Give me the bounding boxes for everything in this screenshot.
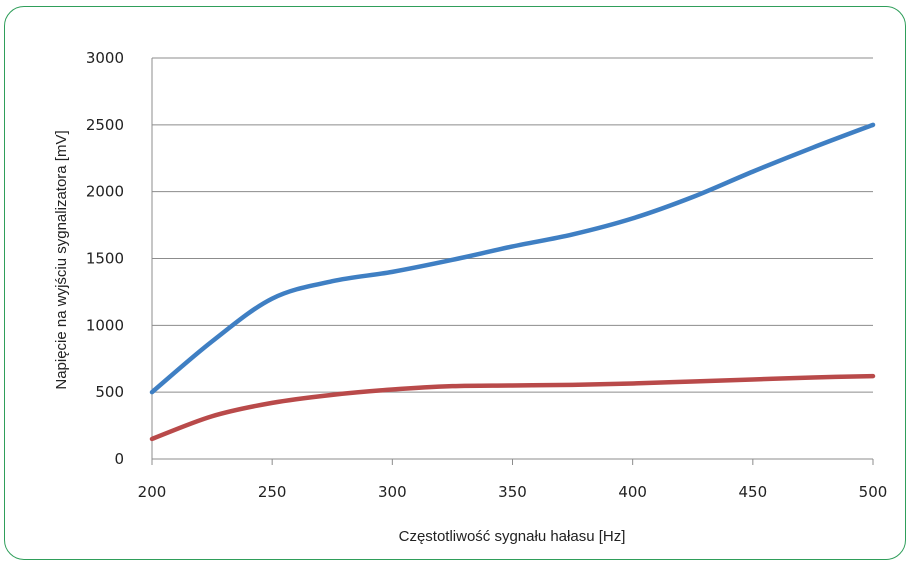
x-axis-label: Częstotliwość sygnału hałasu [Hz] bbox=[399, 528, 626, 545]
x-tick-label: 300 bbox=[378, 483, 407, 501]
x-tick-label: 350 bbox=[498, 483, 527, 501]
y-tick-label: 1500 bbox=[86, 250, 124, 268]
x-tick-label: 450 bbox=[739, 483, 768, 501]
y-tick-label: 0 bbox=[114, 450, 124, 468]
y-tick-label: 500 bbox=[95, 383, 124, 401]
chart-frame bbox=[4, 6, 906, 560]
series-line-2 bbox=[149, 373, 876, 442]
tick-labels: 0 500 1000 1500 2000 2500 3000 200 250 300 350 400 4… bbox=[86, 49, 888, 501]
x-tick-label: 250 bbox=[258, 483, 287, 501]
series-lines bbox=[149, 122, 876, 442]
x-tick-label: 500 bbox=[859, 483, 888, 501]
y-tick-label: 3000 bbox=[86, 49, 124, 67]
y-tick-label: 1000 bbox=[86, 316, 124, 334]
x-tick-label: 200 bbox=[138, 483, 167, 501]
x-tick-label: 400 bbox=[618, 483, 647, 501]
grid-lines bbox=[151, 57, 874, 465]
y-tick-label: 2000 bbox=[86, 183, 124, 201]
y-axis-label: Napięcie na wyjściu sygnalizatora [mV] bbox=[53, 130, 70, 389]
series-line-1 bbox=[149, 122, 876, 395]
y-tick-label: 2500 bbox=[86, 116, 124, 134]
